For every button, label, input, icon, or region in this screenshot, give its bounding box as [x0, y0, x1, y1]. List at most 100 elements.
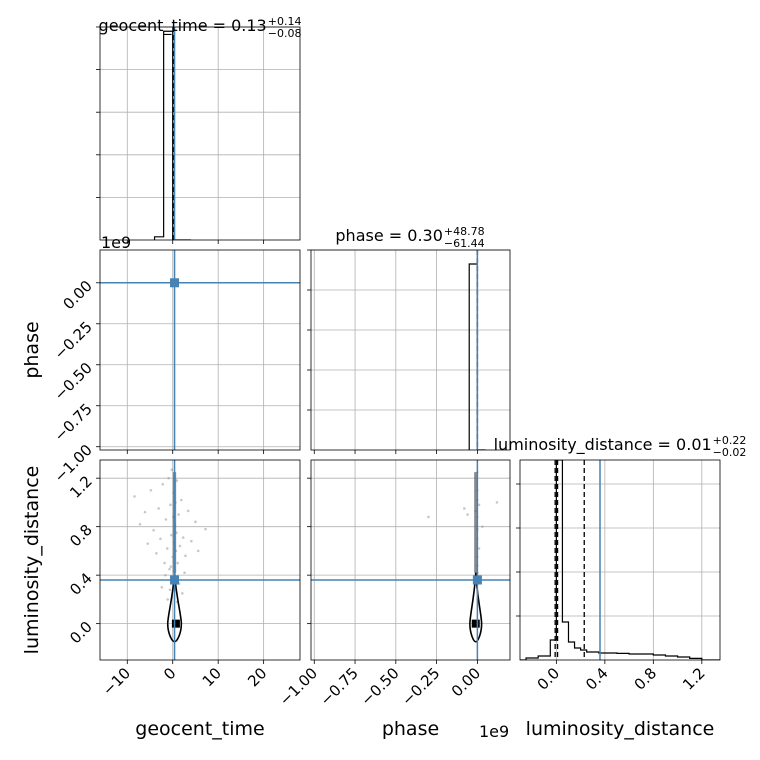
tick-label-x: 0.4 — [582, 664, 612, 694]
tick-label-x: 10 — [199, 664, 225, 690]
sample-point — [463, 507, 466, 510]
sample-point — [138, 522, 142, 526]
panel-hist-luminosity_distance — [516, 459, 721, 664]
sample-point — [155, 552, 158, 555]
sample-point — [133, 495, 136, 498]
axis-label-y: luminosity_distance — [21, 466, 43, 655]
density-peak — [171, 619, 180, 628]
panel-frame — [99, 26, 301, 241]
title-base: phase = 0.30 — [335, 226, 442, 245]
histogram-step — [153, 30, 191, 240]
contour-line — [469, 572, 483, 643]
sample-point — [163, 561, 166, 565]
sample-point — [177, 513, 180, 516]
panel-hist-phase — [307, 249, 511, 454]
sample-point — [168, 567, 171, 571]
title-lower-error: −0.08 — [268, 27, 302, 40]
title-base: geocent_time = 0.13 — [99, 16, 267, 36]
tick-label-x: 20 — [244, 664, 270, 690]
offset-label: 1e9 — [101, 233, 131, 252]
tick-label-x: −10 — [99, 664, 134, 699]
tick-label-y: −0.75 — [51, 400, 96, 445]
density-streak — [474, 472, 478, 573]
offset-label: 1e9 — [479, 722, 509, 741]
title-lower-error: −0.02 — [713, 446, 747, 459]
title-lower-error: −61.44 — [444, 237, 485, 250]
title-upper-error: +0.14 — [268, 15, 302, 28]
tick-label-y: 0.00 — [59, 277, 95, 313]
tick-label-x: 1.2 — [679, 664, 709, 694]
sample-point — [168, 588, 172, 591]
sample-point — [183, 571, 186, 575]
axis-label-x: luminosity_distance — [526, 718, 715, 740]
axis-label-y: phase — [21, 321, 43, 378]
sample-point — [164, 518, 168, 521]
tick-label-x: −0.25 — [398, 664, 443, 709]
tick-label-y: 0.8 — [66, 521, 96, 551]
panel-geocent_time-vs-luminosity_distance — [96, 459, 301, 664]
title-base: luminosity_distance = 0.01 — [494, 435, 712, 455]
axis-label-x: phase — [382, 718, 439, 740]
sample-point — [184, 554, 187, 558]
tick-label-y: −0.50 — [51, 359, 96, 404]
tick-label-y: 0.0 — [66, 618, 96, 648]
tick-label-x: −1.00 — [276, 664, 321, 709]
sample-point — [169, 503, 172, 507]
sample-point — [480, 525, 484, 528]
tick-label-x: −0.75 — [317, 664, 362, 709]
sample-point — [477, 547, 481, 550]
truth-marker — [170, 278, 180, 288]
panel-phase-vs-luminosity_distance — [307, 459, 511, 664]
sample-point — [143, 510, 147, 514]
sample-point — [178, 544, 182, 548]
tick-label-x: −0.50 — [357, 664, 402, 709]
tick-label-x: 0.0 — [534, 664, 564, 694]
sample-point — [169, 565, 173, 568]
sample-point — [204, 527, 207, 531]
sample-point — [181, 536, 185, 539]
sample-point — [160, 585, 164, 589]
tick-label-y: 0.4 — [66, 569, 96, 599]
tick-label-y: −0.25 — [51, 318, 96, 363]
panel-geocent_time-vs-phase — [96, 249, 301, 454]
title-upper-error: +0.22 — [713, 434, 747, 447]
panel-frame — [519, 459, 721, 661]
sample-point — [186, 509, 190, 513]
tick-label-x: 0.00 — [448, 664, 484, 700]
sample-point — [495, 501, 499, 504]
sample-point — [176, 561, 180, 565]
axis-label-x: geocent_time — [135, 718, 264, 740]
sample-point — [190, 539, 193, 543]
sample-point — [427, 515, 430, 519]
panel-title-geocent_time: geocent_time = 0.13 +0.14−0.08 — [99, 15, 302, 40]
panel-frame — [310, 249, 511, 451]
sample-point — [164, 573, 167, 577]
panel-frame — [310, 459, 511, 661]
sample-point — [170, 468, 174, 471]
sample-point — [159, 537, 162, 541]
panel-title-luminosity_distance: luminosity_distance = 0.01 +0.22−0.02 — [494, 434, 747, 459]
title-upper-error: +48.78 — [444, 225, 485, 238]
sample-point — [146, 542, 150, 545]
sample-point — [477, 503, 481, 507]
tick-label-x: 0.8 — [631, 664, 661, 694]
sample-point — [466, 513, 469, 516]
panel-frame — [99, 459, 301, 661]
sample-point — [170, 533, 173, 537]
density-peak — [471, 619, 480, 628]
panel-frame — [99, 249, 301, 451]
sample-point — [175, 479, 179, 482]
sample-point — [166, 598, 170, 601]
sample-point — [180, 498, 183, 502]
sample-point — [149, 489, 153, 492]
truth-marker — [472, 575, 482, 585]
tick-label-x: 0 — [160, 664, 179, 683]
panel-title-phase: phase = 0.30 +48.78−61.44 — [335, 225, 484, 250]
sample-point — [152, 529, 155, 532]
histogram-step — [520, 460, 720, 660]
sample-point — [167, 476, 170, 480]
sample-point — [180, 592, 184, 595]
sample-point — [157, 507, 160, 510]
sample-point — [194, 520, 197, 524]
